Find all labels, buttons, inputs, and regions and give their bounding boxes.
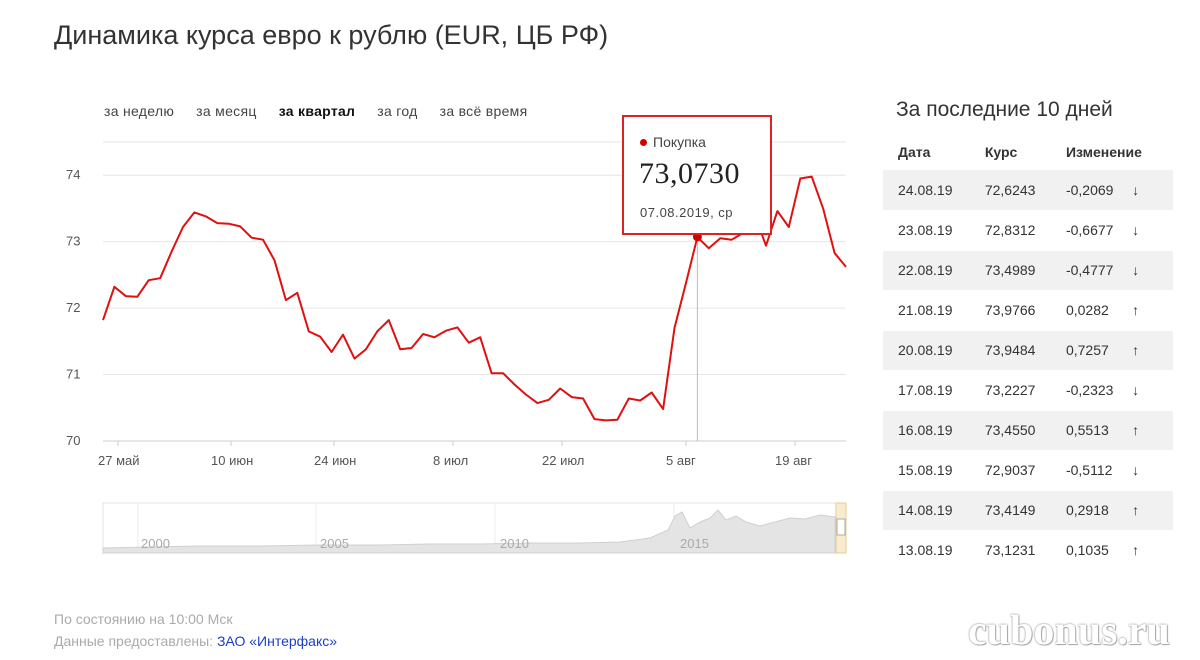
row-date: 21.08.19: [883, 290, 985, 331]
table-title: За последние 10 дней: [896, 98, 1113, 121]
chart-grid: [103, 141, 846, 442]
row-change: -0,5112: [1065, 450, 1133, 491]
overview-tick-label: 2010: [500, 536, 529, 551]
row-change: 0,5513: [1065, 410, 1133, 451]
arrow-down-icon: ↓: [1132, 370, 1173, 411]
table-row: 17.08.19 73,2227 -0,2323 ↓: [883, 370, 1173, 411]
footer-source-prefix: Данные предоставлены:: [54, 633, 217, 649]
row-date: 13.08.19: [883, 530, 985, 571]
row-rate: 73,4989: [984, 250, 1066, 291]
arrow-up-icon: ↑: [1132, 530, 1173, 571]
table-body: 24.08.19 72,6243 -0,2069 ↓ 23.08.19 72,8312 -0…: [883, 170, 1173, 571]
row-change: 0,0282: [1065, 290, 1133, 331]
row-rate: 72,8312: [984, 210, 1066, 251]
page-title: Динамика курса евро к рублю (EUR, ЦБ РФ): [54, 20, 609, 50]
row-date: 24.08.19: [883, 170, 985, 211]
x-axis-ticks: 27 май 10 июн 24 июн 8 июл 22 июл 5 авг 19 авг: [98, 441, 812, 468]
x-tick-label: 8 июл: [433, 453, 468, 468]
row-date: 16.08.19: [883, 410, 985, 451]
x-tick-label: 22 июл: [542, 453, 584, 468]
row-change: -0,2323: [1065, 370, 1133, 411]
row-rate: 73,2227: [984, 370, 1066, 411]
row-rate: 72,9037: [984, 450, 1066, 491]
row-date: 22.08.19: [883, 250, 985, 291]
arrow-down-icon: ↓: [1132, 210, 1173, 251]
row-rate: 72,6243: [984, 170, 1066, 211]
row-change: -0,4777: [1065, 250, 1133, 291]
tooltip-series: Покупка: [640, 134, 706, 150]
row-rate: 73,9766: [984, 290, 1066, 331]
arrow-up-icon: ↑: [1132, 410, 1173, 451]
tab-year[interactable]: за год: [377, 103, 418, 119]
row-date: 14.08.19: [883, 490, 985, 531]
footer-source: Данные предоставлены: ЗАО «Интерфакс»: [54, 633, 337, 649]
x-tick-label: 19 авг: [775, 453, 812, 468]
table-row: 22.08.19 73,4989 -0,4777 ↓: [883, 250, 1173, 291]
table-row: 14.08.19 73,4149 0,2918 ↑: [883, 490, 1173, 531]
range-handle-icon[interactable]: [836, 518, 846, 536]
tooltip-series-label: Покупка: [653, 134, 706, 150]
tab-week[interactable]: за неделю: [104, 103, 175, 119]
row-rate: 73,9484: [984, 330, 1066, 371]
row-change: -0,2069: [1065, 170, 1133, 211]
table-row: 13.08.19 73,1231 0,1035 ↑: [883, 530, 1173, 571]
header-rate: Курс: [984, 144, 1018, 160]
y-tick-label: 72: [66, 300, 80, 315]
table-header-row: Дата Курс Изменение: [883, 134, 1173, 170]
table-row: 24.08.19 72,6243 -0,2069 ↓: [883, 170, 1173, 211]
y-tick-label: 71: [66, 367, 80, 382]
table-row: 21.08.19 73,9766 0,0282 ↑: [883, 290, 1173, 331]
arrow-up-icon: ↑: [1132, 490, 1173, 531]
x-tick-label: 10 июн: [211, 453, 253, 468]
watermark-logo: cubonus.ru: [968, 608, 1170, 654]
y-tick-label: 74: [66, 167, 80, 182]
row-rate: 73,1231: [984, 530, 1066, 571]
header-change: Изменение: [1065, 144, 1142, 160]
tab-quarter[interactable]: за квартал: [278, 103, 356, 119]
x-tick-label: 24 июн: [314, 453, 356, 468]
table-row: 16.08.19 73,4550 0,5513 ↑: [883, 410, 1173, 451]
tab-all-time[interactable]: за всё время: [439, 103, 528, 119]
overview-tick-label: 2000: [141, 536, 170, 551]
y-tick-label: 70: [66, 433, 80, 448]
row-date: 20.08.19: [883, 330, 985, 371]
arrow-down-icon: ↓: [1132, 170, 1173, 211]
arrow-up-icon: ↑: [1132, 330, 1173, 371]
overview-tick-label: 2005: [320, 536, 349, 551]
table-row: 20.08.19 73,9484 0,7257 ↑: [883, 330, 1173, 371]
row-change: -0,6677: [1065, 210, 1133, 251]
table-row: 23.08.19 72,8312 -0,6677 ↓: [883, 210, 1173, 251]
overview-navigator[interactable]: 2000 2005 2010 2015: [102, 502, 847, 554]
arrow-down-icon: ↓: [1132, 250, 1173, 291]
rates-table: Дата Курс Изменение 24.08.19 72,6243 -0,20…: [883, 134, 1173, 571]
source-link[interactable]: ЗАО «Интерфакс»: [216, 633, 338, 649]
x-tick-label: 5 авг: [666, 453, 696, 468]
arrow-down-icon: ↓: [1132, 450, 1173, 491]
tab-month[interactable]: за месяц: [196, 103, 257, 119]
arrow-up-icon: ↑: [1132, 290, 1173, 331]
rate-line: [102, 175, 847, 422]
exchange-rate-chart[interactable]: 70 71 72 73 74 27 май 10 июн 24 июн 8 июл 22 июл…: [0, 0, 870, 570]
period-tabs: за неделю за месяц за квартал за год за …: [104, 103, 527, 119]
tooltip-value: 73,0730: [639, 157, 740, 190]
row-change: 0,2918: [1065, 490, 1133, 531]
overview-area: [102, 509, 836, 554]
row-rate: 73,4550: [984, 410, 1066, 451]
row-date: 15.08.19: [883, 450, 985, 491]
overview-tick-label: 2015: [680, 536, 709, 551]
header-date: Дата: [898, 144, 931, 160]
table-row: 15.08.19 72,9037 -0,5112 ↓: [883, 450, 1173, 491]
row-date: 23.08.19: [883, 210, 985, 251]
y-tick-label: 73: [66, 234, 80, 249]
row-date: 17.08.19: [883, 370, 985, 411]
row-change: 0,1035: [1065, 530, 1133, 571]
footer-status: По состоянию на 10:00 Мск: [54, 611, 233, 627]
chart-tooltip: Покупка 73,0730 07.08.2019, ср: [622, 115, 772, 235]
series-dot-icon: [640, 138, 647, 146]
row-rate: 73,4149: [984, 490, 1066, 531]
x-tick-label: 27 май: [98, 453, 140, 468]
tooltip-date: 07.08.2019, ср: [640, 205, 734, 220]
row-change: 0,7257: [1065, 330, 1133, 371]
y-axis-ticks: 70 71 72 73 74: [66, 167, 80, 448]
